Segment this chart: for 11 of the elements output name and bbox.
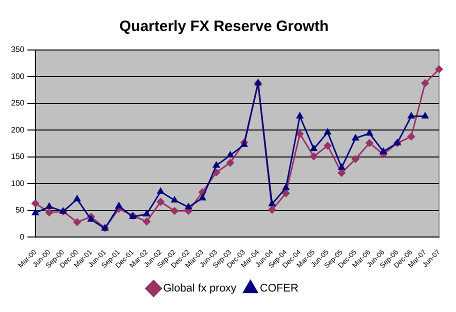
y-tick-label: 250 — [10, 98, 25, 108]
y-tick-label: 100 — [10, 178, 25, 188]
y-tick-label: 300 — [10, 72, 25, 81]
y-tick-label: 350 — [10, 45, 25, 54]
y-tick-label: 50 — [15, 206, 25, 215]
legend-label: Global fx proxy — [163, 282, 237, 295]
y-tick-label: 0 — [20, 232, 25, 242]
legend-label: COFER — [260, 282, 298, 295]
chart-title: Quarterly FX Reserve Growth — [119, 18, 329, 36]
y-tick-label: 150 — [10, 152, 25, 162]
y-tick-label: 200 — [10, 125, 25, 134]
